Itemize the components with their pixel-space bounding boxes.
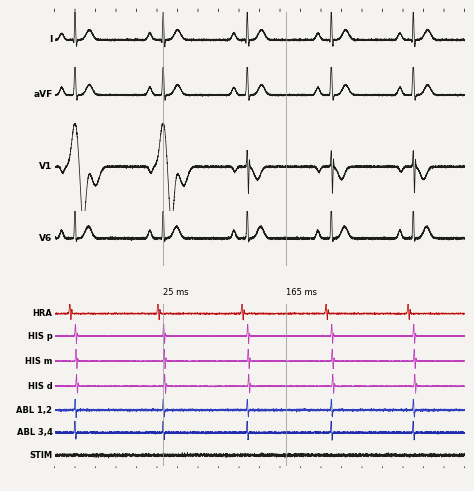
Text: HIS p: HIS p bbox=[27, 331, 53, 341]
Text: V6: V6 bbox=[39, 234, 53, 243]
Text: ABL 3,4: ABL 3,4 bbox=[17, 428, 53, 437]
Text: HIS d: HIS d bbox=[27, 382, 53, 391]
Text: HIS m: HIS m bbox=[25, 356, 53, 366]
Text: aVF: aVF bbox=[33, 90, 53, 100]
Text: STIM: STIM bbox=[29, 451, 53, 460]
Text: I: I bbox=[49, 35, 53, 44]
Text: ABL 1,2: ABL 1,2 bbox=[17, 406, 53, 414]
Text: HRA: HRA bbox=[33, 309, 53, 318]
Text: 25 ms: 25 ms bbox=[163, 288, 189, 297]
Text: 165 ms: 165 ms bbox=[286, 288, 317, 297]
Text: V1: V1 bbox=[39, 162, 53, 171]
